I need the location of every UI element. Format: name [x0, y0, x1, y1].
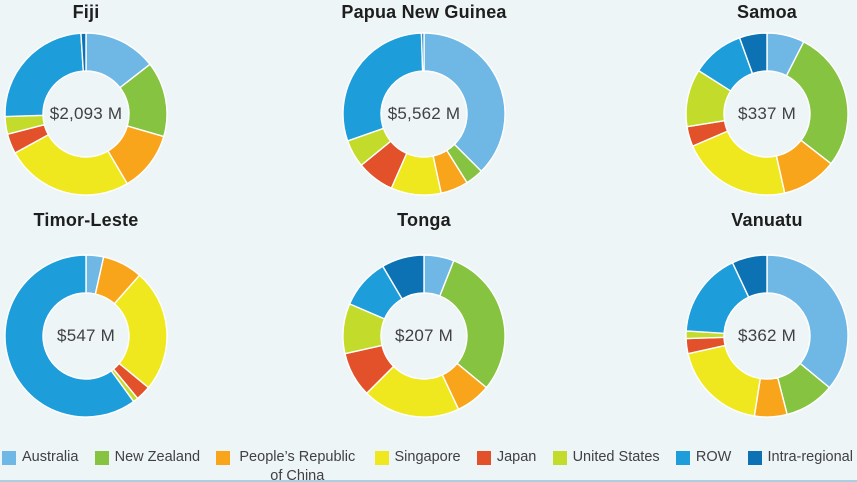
- donut-segment-new-zealand: [785, 41, 849, 165]
- chart-title-vanuatu: Vanuatu: [731, 210, 803, 230]
- legend: Australia New Zealand People’s Republic …: [0, 448, 857, 482]
- legend-label-australia: Australia: [22, 449, 79, 465]
- chart-block-vanuatu: Vanuatu $362 M: [682, 210, 852, 418]
- legend-item-japan: Japan: [476, 448, 537, 467]
- legend-label-prc: People’s Republic of China: [239, 449, 356, 482]
- legend-item-prc: People’s Republic of China: [216, 448, 358, 482]
- chart-block-samoa: Samoa $337 M: [682, 2, 852, 207]
- legend-swatch-row: [675, 451, 690, 465]
- legend-item-new-zealand: New Zealand: [94, 448, 201, 467]
- legend-swatch-singapore: [374, 451, 389, 465]
- legend-item-united-states: United States: [552, 448, 660, 467]
- legend-label-row: ROW: [695, 449, 732, 465]
- legend-swatch-united-states: [552, 451, 567, 465]
- chart-title-samoa: Samoa: [736, 2, 798, 22]
- legend-item-singapore: Singapore: [374, 448, 461, 467]
- donut-segment-row: [4, 254, 135, 418]
- donut-segment-intra-regional: [731, 254, 768, 298]
- bottom-rule: [0, 480, 857, 482]
- donut-chart-fiji: $2,093 M: [1, 29, 171, 199]
- donut-segment-singapore: [14, 134, 128, 196]
- donut-segment-singapore: [687, 344, 761, 417]
- donut-segment-new-zealand: [439, 259, 506, 389]
- donut-chart-vanuatu: $362 M: [682, 251, 852, 421]
- chart-title-tonga: Tonga: [397, 210, 451, 230]
- donut-chart-timor-leste: $547 M: [1, 251, 171, 421]
- donut-segment-row: [4, 32, 84, 118]
- legend-item-row: ROW: [675, 448, 732, 467]
- chart-block-fiji: Fiji $2,093 M: [1, 2, 171, 207]
- legend-item-australia: Australia: [2, 448, 78, 467]
- donut-segment-intra-regional: [738, 32, 768, 75]
- donut-chart-samoa: $337 M: [682, 29, 852, 199]
- legend-swatch-prc: [216, 451, 231, 465]
- donut-segment-intra-regional: [382, 254, 425, 300]
- chart-title-timor-leste: Timor-Leste: [33, 210, 139, 230]
- donut-segment-australia: [766, 254, 849, 389]
- legend-swatch-japan: [476, 451, 491, 465]
- donut-segment-australia: [423, 32, 506, 172]
- chart-block-tonga: Tonga $207 M: [339, 210, 509, 418]
- donut-chart-papua-new-guinea: $5,562 M: [339, 29, 509, 199]
- chart-block-timor-leste: Timor-Leste $547 M: [1, 210, 171, 418]
- legend-label-intra-regional: Intra-regional: [767, 449, 853, 465]
- legend-swatch-australia: [2, 451, 16, 465]
- chart-title-fiji: Fiji: [72, 2, 100, 22]
- donut-segment-row: [342, 32, 424, 142]
- legend-item-intra-regional: Intra-regional: [747, 448, 853, 467]
- donut-segment-intra-regional: [420, 32, 425, 72]
- legend-label-singapore: Singapore: [394, 449, 461, 465]
- legend-swatch-new-zealand: [94, 451, 109, 465]
- chart-title-papua-new-guinea: Papua New Guinea: [341, 2, 507, 22]
- legend-label-united-states: United States: [572, 449, 660, 465]
- legend-label-japan: Japan: [496, 449, 537, 465]
- donut-segment-intra-regional: [80, 32, 87, 72]
- legend-swatch-intra-regional: [747, 451, 762, 465]
- legend-label-new-zealand: New Zealand: [114, 449, 201, 465]
- donut-chart-tonga: $207 M: [339, 251, 509, 421]
- chart-block-papua-new-guinea: Papua New Guinea $5,562 M: [339, 2, 509, 207]
